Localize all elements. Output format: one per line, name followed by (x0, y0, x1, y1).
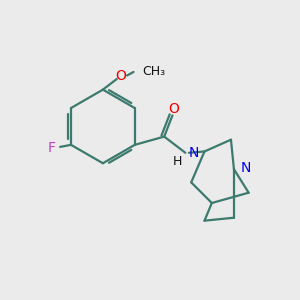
Text: N: N (240, 161, 251, 175)
Text: O: O (116, 68, 127, 83)
Text: H: H (172, 155, 182, 168)
Text: N: N (189, 146, 199, 161)
Text: CH₃: CH₃ (142, 65, 166, 79)
Text: F: F (48, 141, 56, 155)
Text: O: O (169, 102, 179, 116)
